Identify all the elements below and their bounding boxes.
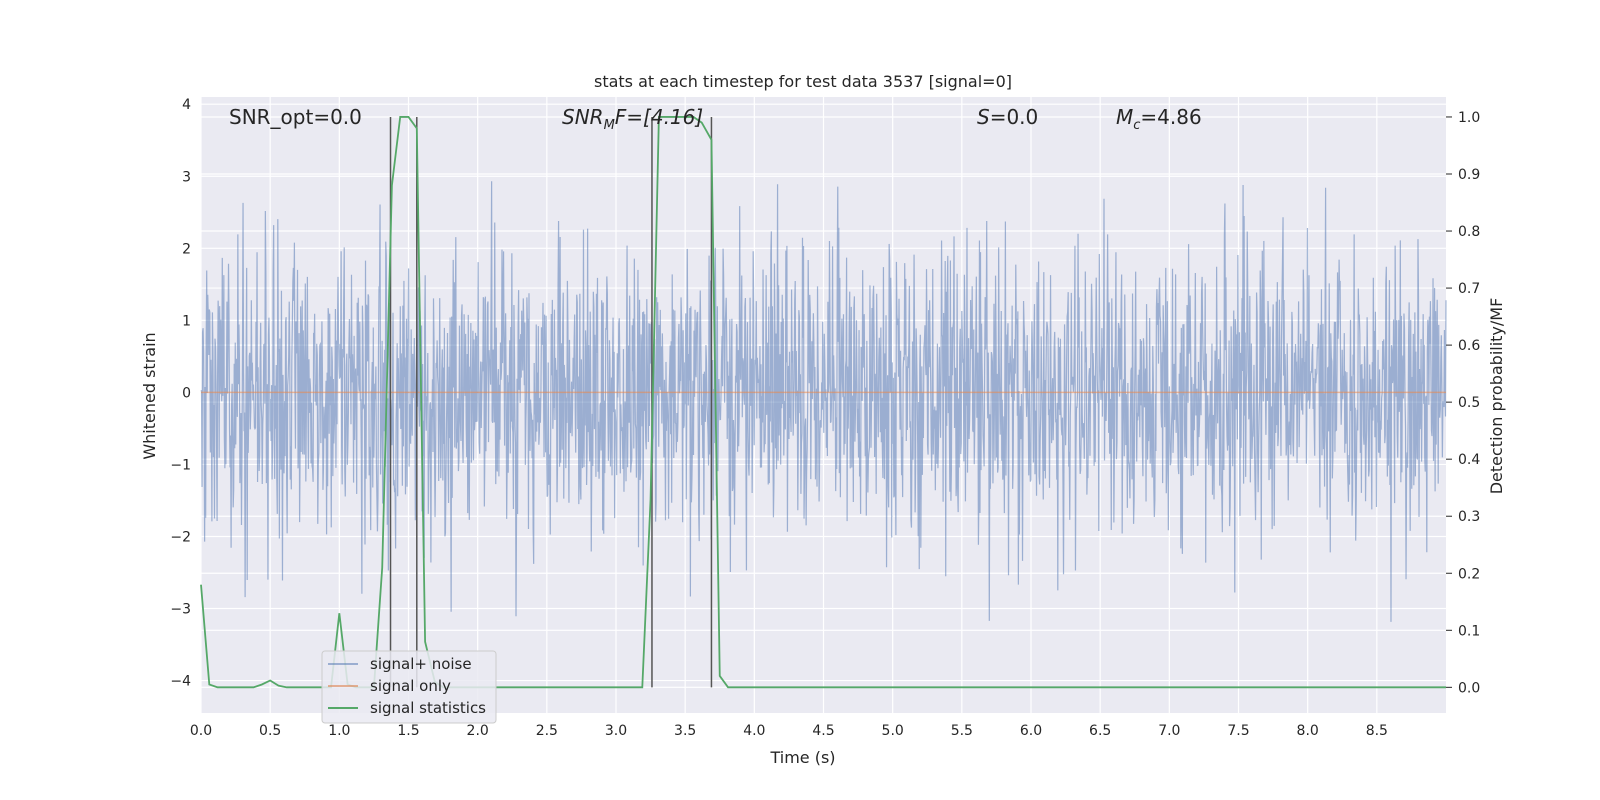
x-tick-label: 3.0 <box>605 723 627 739</box>
mc-sub: c <box>1133 118 1140 133</box>
x-tick-label: 2.0 <box>467 723 489 739</box>
y-tick-label: 1 <box>182 313 191 329</box>
y-tick-label-right: 0.1 <box>1458 623 1480 639</box>
y-axis-label-right: Detection probability/MF <box>1487 298 1506 495</box>
x-tick-label: 7.5 <box>1227 723 1249 739</box>
legend-label-signal-only: signal only <box>370 677 451 695</box>
y-tick-label-right: 0.9 <box>1458 167 1480 183</box>
legend: signal+ noise signal only signal statist… <box>321 650 497 724</box>
s-name: S <box>977 105 990 129</box>
snr-mf-sub: M <box>604 118 615 133</box>
legend-label-noise: signal+ noise <box>370 655 472 673</box>
y-tick-label: −3 <box>170 602 191 618</box>
y-ticks-left: 4 3 2 1 0 −1 −2 −3 −4 <box>170 97 191 689</box>
statistics-line <box>200 116 1446 689</box>
y-tick-label: 0 <box>182 385 191 401</box>
y-axis-label: Whitened strain <box>140 332 159 459</box>
snr-mf-value: F=[4.16] <box>615 105 703 129</box>
y-tick-label: 2 <box>182 241 191 257</box>
y-tick-label-right: 0.5 <box>1458 395 1480 411</box>
s-annotation: S=0.0 <box>977 105 1038 129</box>
y-tick-label-right: 0.8 <box>1458 224 1480 240</box>
mc-name: M <box>1116 105 1133 129</box>
y-tick-label: 4 <box>182 97 191 113</box>
y-tick-label: −2 <box>170 529 191 545</box>
y-tick-label-right: 0.2 <box>1458 566 1480 582</box>
x-tick-label: 6.0 <box>1020 723 1042 739</box>
y-tick-label-right: 0.4 <box>1458 452 1480 468</box>
y-ticks-right: 1.0 0.9 0.8 0.7 0.6 0.5 0.4 0.3 0.2 0.1 0.0 <box>1446 110 1480 696</box>
x-tick-label: 6.5 <box>1089 723 1111 739</box>
x-tick-label: 4.5 <box>812 723 834 739</box>
noise-line <box>200 181 1447 622</box>
x-tick-label: 3.5 <box>674 723 696 739</box>
x-tick-label: 5.5 <box>951 723 973 739</box>
x-tick-label: 0.5 <box>259 723 281 739</box>
y-tick-label-right: 1.0 <box>1458 110 1480 126</box>
s-value: =0.0 <box>990 105 1039 129</box>
snr-mf-name: SNR <box>562 105 604 129</box>
mc-value: =4.86 <box>1140 105 1201 129</box>
y-tick-label-right: 0.3 <box>1458 509 1480 525</box>
y-tick-label-right: 0.6 <box>1458 338 1480 354</box>
x-tick-label: 1.0 <box>328 723 350 739</box>
snr-opt-annotation: SNR_opt=0.0 <box>229 105 362 129</box>
x-tick-label: 8.5 <box>1366 723 1388 739</box>
legend-box <box>321 650 497 724</box>
statistics-series <box>200 116 1446 689</box>
y-tick-label: −1 <box>170 457 191 473</box>
x-tick-label: 0.0 <box>190 723 212 739</box>
y-tick-label: 3 <box>182 169 191 185</box>
x-tick-label: 4.0 <box>743 723 765 739</box>
x-ticks: 0.0 0.5 1.0 1.5 2.0 2.5 3.0 3.5 4.0 4.5 5.0 5.5 6.0 6… <box>190 723 1388 739</box>
snr-mf-annotation: SNRMF=[4.16] <box>562 105 703 133</box>
legend-label-statistics: signal statistics <box>370 699 486 717</box>
y-tick-label-right: 0.7 <box>1458 281 1480 297</box>
noise-series <box>200 181 1447 622</box>
x-tick-label: 8.0 <box>1297 723 1319 739</box>
y-tick-label: −4 <box>170 674 191 690</box>
chart-title: stats at each timestep for test data 353… <box>594 72 1012 91</box>
x-tick-label: 1.5 <box>397 723 419 739</box>
mc-annotation: Mc=4.86 <box>1116 105 1202 133</box>
x-tick-label: 7.0 <box>1158 723 1180 739</box>
x-tick-label: 2.5 <box>536 723 558 739</box>
x-axis-label: Time (s) <box>769 748 835 767</box>
y-tick-label-right: 0.0 <box>1458 680 1480 696</box>
x-tick-label: 5.0 <box>882 723 904 739</box>
